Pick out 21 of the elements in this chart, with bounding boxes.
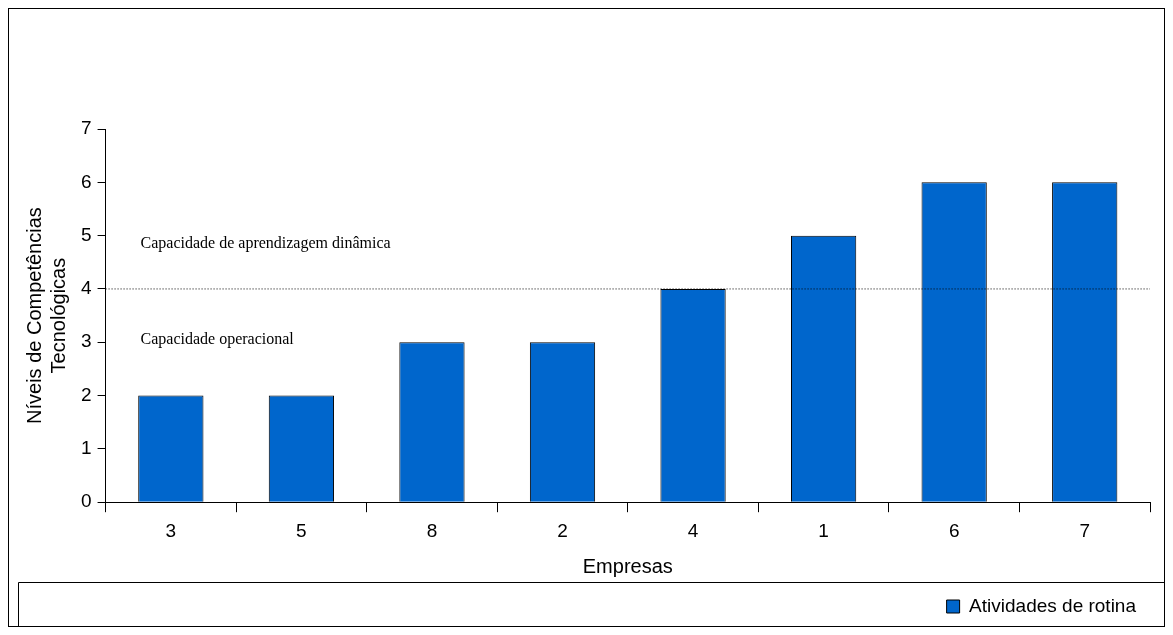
x-tick-label: 3 [165,519,177,541]
x-tick-label: 2 [557,519,568,541]
y-tick-label: 2 [80,383,92,405]
y-axis-title: Níveis de Competências Tecnológicas [22,207,69,424]
x-tick-label: 8 [426,519,438,541]
y-tick-label: 5 [80,223,92,245]
y-tick-label: 7 [80,117,92,139]
y-tick-label: 0 [80,490,92,512]
annotation: Capacidade operacional [140,329,295,348]
y-tick-label: 3 [80,330,92,352]
x-tick-label: 5 [296,519,307,541]
y-tick-label: 4 [80,277,92,299]
annotation: Capacidade de aprendizagem dinâmica [140,233,391,252]
y-tick-label: 1 [80,437,92,459]
x-tick-label: 7 [1079,519,1091,541]
x-tick-label: 4 [687,519,699,541]
x-axis-title: Empresas [582,554,673,577]
x-tick-label: 6 [948,519,960,541]
y-tick-label: 6 [80,170,92,192]
x-tick-label: 1 [818,519,829,541]
legend-label: Atividades de rotina [969,594,1137,616]
